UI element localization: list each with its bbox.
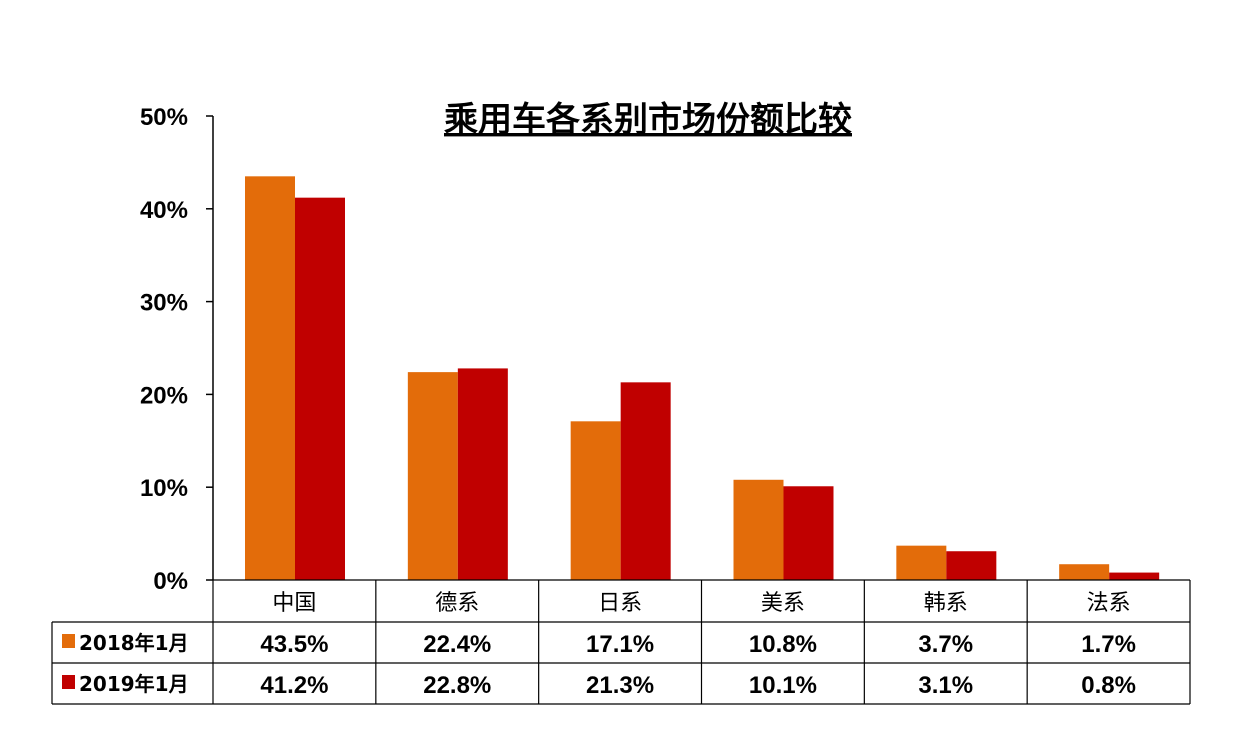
value-cell: 0.8% (1081, 672, 1136, 699)
legend-label: 2018年1月 (79, 631, 189, 655)
bar-2019-3 (783, 486, 834, 580)
bar-2019-4 (946, 551, 997, 580)
category-label: 韩系 (924, 591, 968, 616)
legend-label: 2019年1月 (79, 672, 189, 696)
y-tick-label: 10% (140, 475, 188, 502)
category-label: 美系 (761, 591, 805, 616)
y-tick-label: 30% (140, 290, 188, 317)
bar-2019-2 (620, 382, 671, 580)
y-tick-label: 40% (140, 197, 188, 224)
value-cell: 41.2% (260, 672, 328, 699)
category-label: 中国 (272, 591, 316, 616)
bar-2018-4 (896, 545, 947, 580)
bar-2018-2 (570, 421, 621, 580)
bar-2019-0 (295, 197, 345, 580)
bar-2018-5 (1059, 564, 1110, 580)
value-cell: 22.4% (423, 631, 491, 658)
chart-title: 乘用车各系别市场份额比较 (444, 100, 852, 140)
y-tick-label: 20% (140, 382, 188, 409)
category-label: 德系 (435, 591, 479, 616)
value-cell: 43.5% (260, 631, 328, 658)
bar-2018-0 (245, 176, 295, 580)
value-cell: 3.1% (918, 672, 973, 699)
value-cell: 21.3% (586, 672, 654, 699)
y-tick-label: 50% (140, 104, 188, 131)
value-cell: 22.8% (423, 672, 491, 699)
category-label: 法系 (1087, 591, 1131, 616)
y-tick-label: 0% (153, 568, 188, 595)
legend-swatch (62, 634, 75, 648)
bar-2019-5 (1109, 572, 1160, 580)
value-cell: 10.1% (749, 672, 817, 699)
category-label: 日系 (598, 591, 642, 616)
legend-swatch (62, 675, 75, 689)
value-cell: 1.7% (1081, 631, 1136, 658)
value-cell: 10.8% (749, 631, 817, 658)
value-cell: 17.1% (586, 631, 654, 658)
value-cell: 3.7% (918, 631, 973, 658)
bar-2019-1 (457, 368, 508, 580)
bar-2018-1 (407, 372, 458, 580)
bar-2018-3 (733, 479, 784, 580)
